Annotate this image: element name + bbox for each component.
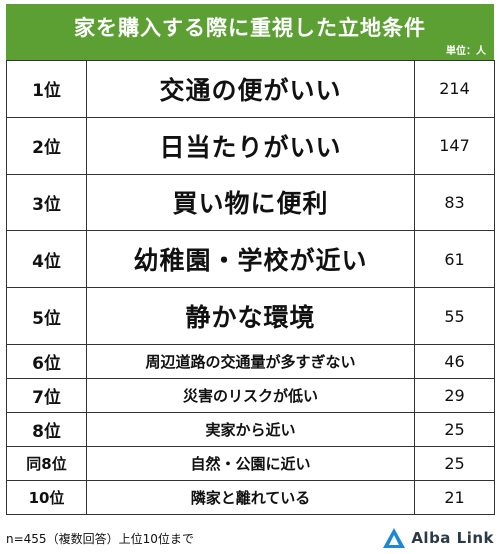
condition-label: 周辺道路の交通量が多すぎない bbox=[86, 343, 415, 379]
ranking-rows: 1位 交通の便がいい 214 2位 日当たりがいい 147 3位 買い物に便利 83 4位 幼稚園・… bbox=[6, 60, 495, 515]
condition-label: 買い物に便利 bbox=[86, 173, 415, 232]
condition-label: 静かな環境 bbox=[86, 287, 415, 345]
count-value: 83 bbox=[414, 173, 495, 232]
condition-label: 幼稚園・学校が近い bbox=[86, 230, 415, 289]
rank-cell: 4位 bbox=[6, 230, 87, 289]
brand-name: Alba Link bbox=[411, 529, 494, 547]
count-value: 61 bbox=[414, 230, 495, 289]
count-value: 29 bbox=[414, 377, 495, 413]
rank-cell: 3位 bbox=[6, 173, 87, 232]
count-value: 25 bbox=[414, 411, 495, 447]
condition-label: 隣家と離れている bbox=[86, 479, 415, 515]
count-value: 214 bbox=[414, 60, 495, 118]
table-row: 同8位 自然・公園に近い 25 bbox=[6, 445, 495, 481]
condition-label: 日当たりがいい bbox=[86, 116, 415, 175]
table-row: 7位 災害のリスクが低い 29 bbox=[6, 377, 495, 413]
condition-label: 実家から近い bbox=[86, 411, 415, 447]
rank-cell: 5位 bbox=[6, 287, 87, 345]
table-row: 3位 買い物に便利 83 bbox=[6, 173, 495, 232]
rank-cell: 1位 bbox=[6, 60, 87, 118]
count-value: 46 bbox=[414, 343, 495, 379]
condition-label: 自然・公園に近い bbox=[86, 445, 415, 481]
count-value: 147 bbox=[414, 116, 495, 175]
table-row: 5位 静かな環境 55 bbox=[6, 287, 495, 345]
table-row: 8位 実家から近い 25 bbox=[6, 411, 495, 447]
condition-label: 災害のリスクが低い bbox=[86, 377, 415, 413]
chart-header: 家を購入する際に重視した立地条件 単位：人 bbox=[6, 4, 494, 60]
unit-label: 単位：人 bbox=[446, 46, 486, 57]
count-value: 21 bbox=[414, 479, 495, 515]
rank-cell: 7位 bbox=[6, 377, 87, 413]
rank-cell: 6位 bbox=[6, 343, 87, 379]
rank-cell: 10位 bbox=[6, 479, 87, 515]
table-row: 2位 日当たりがいい 147 bbox=[6, 116, 495, 175]
triangle-logo-icon bbox=[383, 528, 406, 548]
ranking-table: 1位 交通の便がいい 214 2位 日当たりがいい 147 3位 買い物に便利 83 4位 幼稚園・… bbox=[6, 60, 495, 515]
table-row: 1位 交通の便がいい 214 bbox=[6, 60, 495, 118]
condition-label: 交通の便がいい bbox=[86, 60, 415, 118]
brand-logo: Alba Link bbox=[382, 525, 494, 551]
chart-title: 家を購入する際に重視した立地条件 bbox=[74, 16, 426, 40]
rank-cell: 2位 bbox=[6, 116, 87, 175]
table-row: 10位 隣家と離れている 21 bbox=[6, 479, 495, 515]
count-value: 25 bbox=[414, 445, 495, 481]
table-row: 6位 周辺道路の交通量が多すぎない 46 bbox=[6, 343, 495, 379]
table-row: 4位 幼稚園・学校が近い 61 bbox=[6, 230, 495, 289]
rank-cell: 8位 bbox=[6, 411, 87, 447]
count-value: 55 bbox=[414, 287, 495, 345]
rank-cell: 同8位 bbox=[6, 445, 87, 481]
footnote: n=455（複数回答）上位10位まで bbox=[6, 532, 194, 546]
